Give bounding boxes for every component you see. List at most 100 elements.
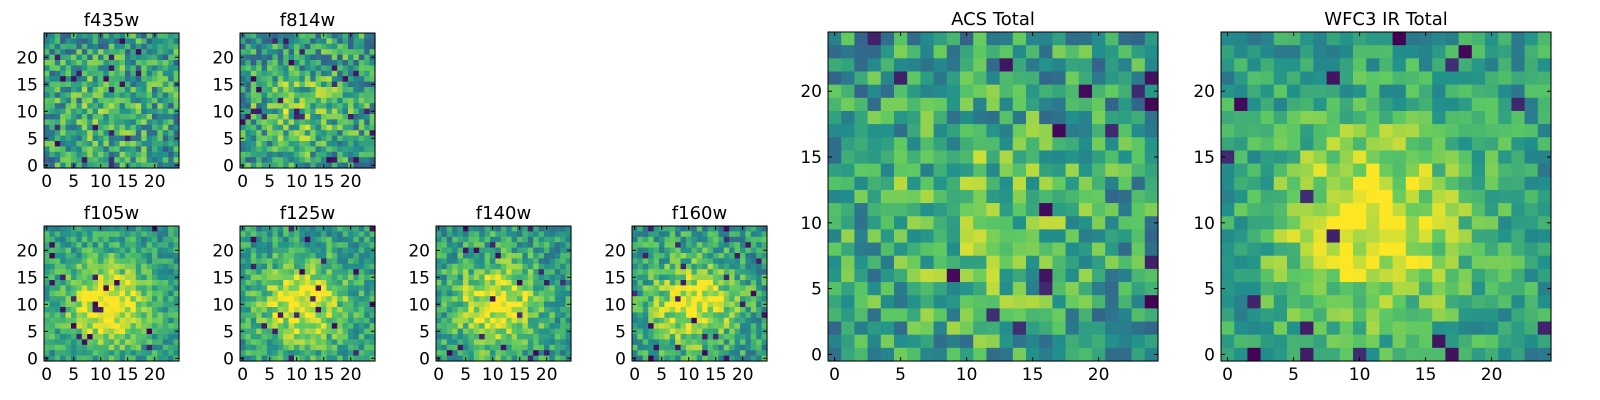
pixel-cell: [98, 285, 104, 292]
pixel-cell: [146, 162, 153, 169]
pixel-cell: [135, 157, 142, 164]
pixel-cell: [87, 253, 94, 259]
pixel-cell: [495, 280, 502, 286]
pixel-cell: [353, 162, 360, 169]
pixel-cell: [146, 285, 153, 292]
pixel-cell: [76, 49, 83, 56]
pixel-cell: [554, 312, 561, 319]
pixel-cell: [1511, 32, 1526, 46]
pixel-cell: [642, 312, 649, 319]
pixel-cell: [468, 258, 475, 265]
pixel-cell: [98, 146, 104, 153]
pixel-cell: [463, 339, 469, 346]
pixel-cell: [348, 312, 354, 319]
pixel-cell: [907, 282, 921, 296]
pixel-cell: [87, 334, 94, 340]
pixel-cell: [348, 307, 354, 313]
pixel-cell: [76, 285, 83, 292]
pixel-cell: [1445, 32, 1460, 46]
pixel-cell: [946, 110, 961, 125]
pixel-cell: [718, 226, 725, 232]
pixel-cell: [533, 290, 540, 297]
pixel-cell: [1339, 58, 1354, 73]
pixel-cell: [1092, 242, 1106, 257]
pixel-cell: [245, 162, 252, 169]
pixel-cell: [299, 317, 306, 324]
pixel-cell: [130, 76, 137, 83]
pixel-cell: [1012, 216, 1027, 230]
pixel-cell: [1039, 176, 1053, 191]
pixel-cell: [272, 141, 279, 147]
pixel-cell: [880, 45, 895, 59]
pixel-cell: [114, 97, 121, 104]
pixel-cell: [348, 290, 354, 297]
pixel-cell: [1118, 308, 1133, 323]
y-tick-label: 5: [615, 322, 626, 342]
pixel-cell: [680, 317, 687, 324]
pixel-cell: [353, 307, 360, 313]
pixel-cell: [756, 226, 763, 232]
pixel-cell: [973, 189, 987, 204]
pixel-cell: [1471, 137, 1486, 152]
pixel-cell: [348, 323, 354, 330]
pixel-cell: [1432, 45, 1446, 59]
pixel-cell: [146, 97, 153, 104]
pixel-cell: [1026, 58, 1040, 73]
pixel-cell: [114, 151, 121, 158]
pixel-cell: [119, 350, 126, 357]
pixel-cell: [457, 231, 464, 238]
pixel-cell: [321, 285, 327, 292]
pixel-cell: [1471, 150, 1486, 165]
pixel-cell: [294, 157, 300, 164]
pixel-cell: [60, 54, 67, 61]
pixel-cell: [157, 301, 164, 308]
pixel-cell: [1326, 97, 1341, 112]
pixel-cell: [894, 71, 908, 86]
pixel-cell: [907, 334, 921, 349]
pixel-cell: [973, 163, 987, 178]
pixel-cell: [1131, 295, 1146, 309]
pixel-cell: [484, 285, 491, 292]
pixel-cell: [135, 226, 142, 232]
pixel-cell: [348, 146, 354, 153]
pixel-cell: [920, 137, 935, 152]
pixel-cell: [108, 226, 115, 232]
pixel-cell: [999, 255, 1014, 270]
pixel-cell: [141, 76, 148, 83]
pixel-cell: [1026, 45, 1040, 59]
pixel-cell: [157, 124, 164, 131]
pixel-cell: [1247, 176, 1262, 191]
pixel-cell: [267, 312, 273, 319]
pixel-cell: [490, 339, 496, 346]
pixel-cell: [745, 258, 752, 265]
pixel-cell: [544, 274, 550, 281]
pixel-cell: [364, 323, 371, 330]
pixel-cell: [119, 231, 126, 238]
pixel-cell: [1300, 163, 1314, 178]
pixel-cell: [436, 317, 442, 324]
f105w-image: [44, 226, 180, 362]
pixel-cell: [288, 253, 295, 259]
pixel-cell: [691, 263, 698, 270]
pixel-cell: [283, 151, 290, 158]
pixel-cell: [1026, 203, 1040, 217]
pixel-cell: [533, 280, 540, 286]
pixel-cell: [277, 339, 284, 346]
pixel-cell: [146, 258, 153, 265]
pixel-cell: [71, 253, 77, 259]
pixel-cell: [718, 339, 725, 346]
pixel-cell: [44, 307, 50, 313]
pixel-cell: [267, 290, 273, 297]
pixel-cell: [304, 124, 311, 131]
pixel-cell: [702, 231, 709, 238]
pixel-cell: [1092, 189, 1106, 204]
pixel-cell: [1026, 295, 1040, 309]
pixel-cell: [168, 81, 175, 88]
pixel-cell: [750, 263, 757, 270]
pixel-cell: [565, 269, 572, 276]
pixel-cell: [560, 312, 567, 319]
pixel-cell: [256, 274, 263, 281]
pixel-cell: [986, 97, 1001, 112]
pixel-cell: [675, 307, 682, 313]
pixel-cell: [65, 162, 72, 169]
